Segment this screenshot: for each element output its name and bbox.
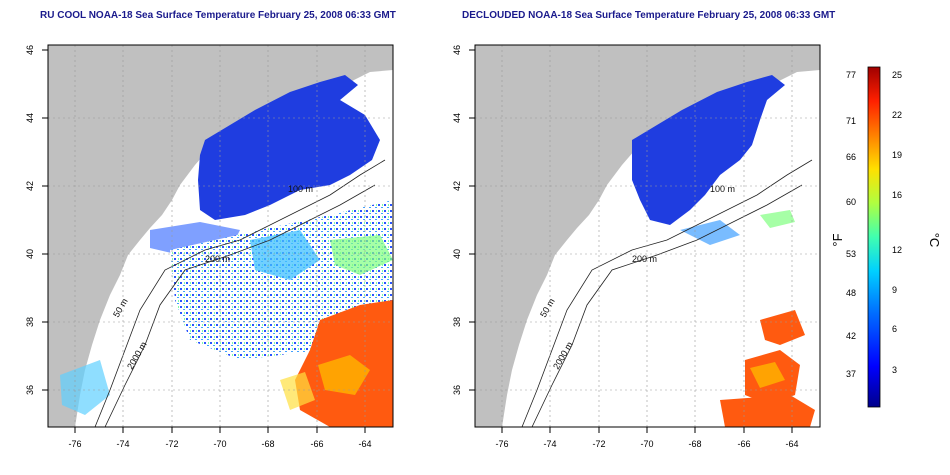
f-tick-42: 42 [846,331,856,341]
f-tick-53: 53 [846,249,856,259]
lon-tick-72: -72 [165,439,178,449]
lat-tick-42: 42 [25,181,35,191]
f-tick-77: 77 [846,70,856,80]
c-tick-6: 6 [892,324,897,334]
lat-tick-42: 42 [452,181,462,191]
f-tick-71: 71 [846,116,856,126]
lon-tick-66: -66 [310,439,323,449]
lon-tick-64: -64 [785,439,798,449]
cold-water-region [632,75,785,225]
contour-label-100m: 100 m [288,184,313,194]
lon-tick-76: -76 [495,439,508,449]
f-tick-66: 66 [846,152,856,162]
f-tick-48: 48 [846,288,856,298]
c-tick-25: 25 [892,70,902,80]
c-tick-19: 19 [892,150,902,160]
lon-tick-74: -74 [543,439,556,449]
f-tick-37: 37 [846,369,856,379]
lat-tick-38: 38 [25,317,35,327]
left-panel-title: RU COOL NOAA-18 Sea Surface Temperature … [40,10,396,21]
lon-tick-68: -68 [688,439,701,449]
contour-label-200m: 200 m [632,254,657,264]
lon-tick-72: -72 [592,439,605,449]
lon-tick-66: -66 [737,439,750,449]
lat-tick-46: 46 [25,45,35,55]
lon-tick-70: -70 [640,439,653,449]
lon-tick-64: -64 [358,439,371,449]
contour-label-200m: 200 m [205,254,230,264]
lon-tick-70: -70 [213,439,226,449]
c-tick-12: 12 [892,245,902,255]
lon-tick-74: -74 [116,439,129,449]
left-map-panel: 100 m 200 m 50 m 2000 m 36 38 40 42 44 4… [25,44,394,449]
lat-tick-36: 36 [452,385,462,395]
lat-tick-40: 40 [25,249,35,259]
c-tick-22: 22 [892,110,902,120]
c-tick-9: 9 [892,285,897,295]
lon-tick-68: -68 [261,439,274,449]
c-tick-16: 16 [892,190,902,200]
contour-label-100m: 100 m [710,184,735,194]
land-mass [475,45,820,427]
lat-tick-46: 46 [452,45,462,55]
lat-tick-40: 40 [452,249,462,259]
right-map-panel: 100 m 200 m 50 m 2000 m 36 38 40 42 44 4… [452,44,821,449]
temperature-colorbar: 77 71 66 60 53 48 42 37 25 22 19 16 12 9… [830,66,942,408]
celsius-label: °C [927,233,942,248]
f-tick-60: 60 [846,197,856,207]
lon-tick-76: -76 [68,439,81,449]
c-tick-3: 3 [892,365,897,375]
fahrenheit-label: °F [830,233,845,246]
land-mass [48,45,393,427]
cold-water-region [198,75,380,220]
lat-tick-36: 36 [25,385,35,395]
lat-tick-44: 44 [452,113,462,123]
lat-tick-44: 44 [25,113,35,123]
lat-tick-38: 38 [452,317,462,327]
right-panel-title: DECLOUDED NOAA-18 Sea Surface Temperatur… [462,10,836,21]
